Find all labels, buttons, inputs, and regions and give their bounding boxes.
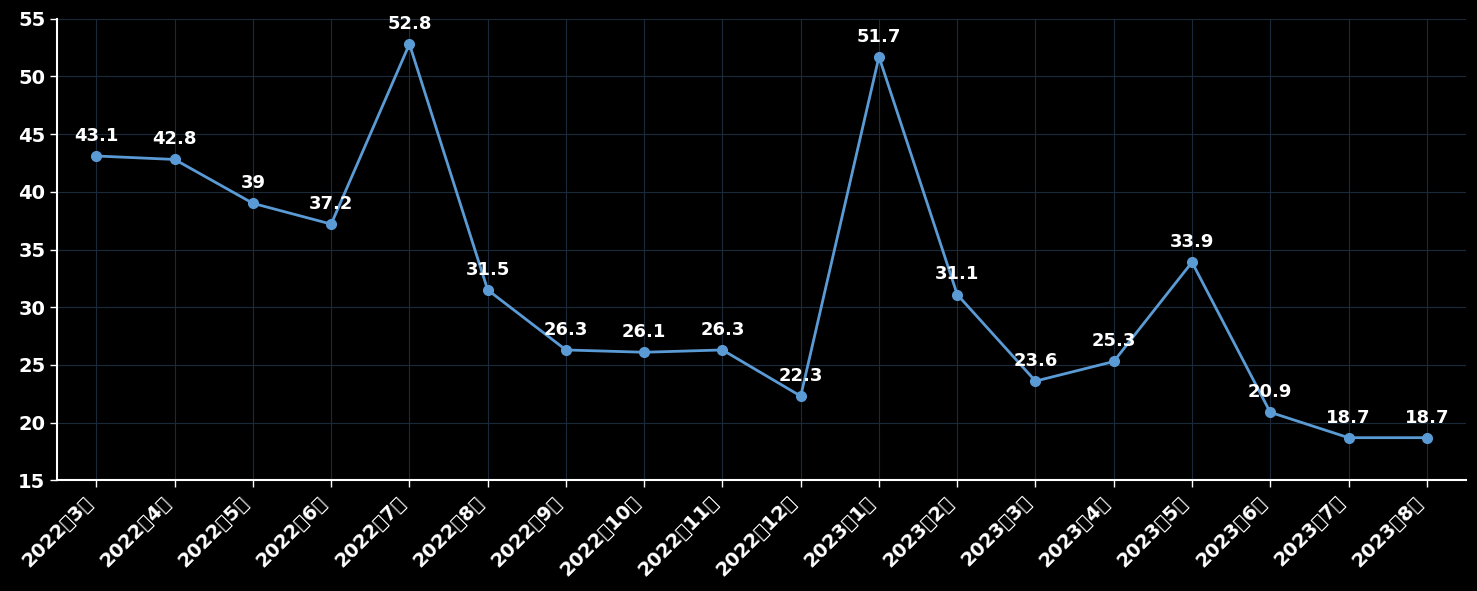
- Text: 39: 39: [241, 174, 266, 192]
- Text: 20.9: 20.9: [1248, 383, 1292, 401]
- Text: 43.1: 43.1: [74, 127, 118, 145]
- Text: 42.8: 42.8: [152, 131, 196, 148]
- Text: 26.1: 26.1: [622, 323, 666, 341]
- Text: 22.3: 22.3: [778, 367, 823, 385]
- Text: 25.3: 25.3: [1092, 332, 1136, 350]
- Text: 31.1: 31.1: [935, 265, 979, 284]
- Text: 37.2: 37.2: [309, 195, 353, 213]
- Text: 23.6: 23.6: [1013, 352, 1058, 370]
- Text: 52.8: 52.8: [387, 15, 431, 33]
- Text: 26.3: 26.3: [544, 321, 588, 339]
- Text: 33.9: 33.9: [1170, 233, 1214, 251]
- Text: 18.7: 18.7: [1405, 408, 1449, 427]
- Text: 26.3: 26.3: [700, 321, 744, 339]
- Text: 18.7: 18.7: [1326, 408, 1371, 427]
- Text: 51.7: 51.7: [857, 28, 901, 46]
- Text: 31.5: 31.5: [465, 261, 510, 279]
